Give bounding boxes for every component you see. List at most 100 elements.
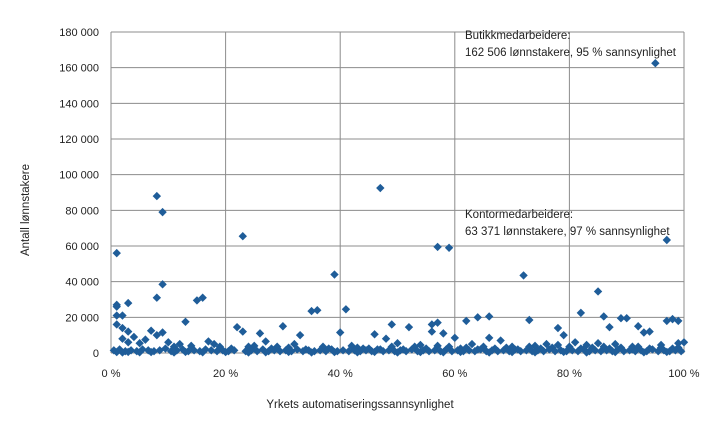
data-point xyxy=(112,302,121,311)
x-tick-label: 80 % xyxy=(557,368,582,380)
data-point xyxy=(602,346,611,355)
data-point xyxy=(416,347,425,357)
data-point xyxy=(118,311,127,320)
data-point xyxy=(270,346,279,355)
data-point xyxy=(275,347,285,356)
data-point xyxy=(189,346,199,355)
data-point xyxy=(499,346,508,355)
data-point xyxy=(361,346,371,355)
data-point xyxy=(284,347,293,357)
x-tick-labels: 0 % 20 % 40 % 60 % 80 % 100 % xyxy=(102,368,700,380)
grid-lines xyxy=(110,31,685,354)
data-point xyxy=(622,314,631,323)
data-point xyxy=(178,345,187,354)
data-point xyxy=(671,346,680,355)
x-tick-label: 0 % xyxy=(102,368,121,380)
data-point xyxy=(654,347,663,356)
data-point xyxy=(656,343,666,352)
y-tick-label: 40 000 xyxy=(65,277,99,289)
data-point xyxy=(659,346,669,355)
data-point xyxy=(553,323,563,333)
data-point xyxy=(212,347,222,356)
data-point xyxy=(484,348,494,357)
data-point xyxy=(516,347,525,356)
data-point xyxy=(588,343,597,352)
data-point xyxy=(378,347,388,356)
annotation-butikk-title: Butikkmedarbeidere: xyxy=(465,30,570,42)
data-point xyxy=(568,346,577,355)
data-point xyxy=(679,338,689,347)
y-tick-label: 100 000 xyxy=(59,170,99,182)
data-point xyxy=(393,338,402,348)
data-point xyxy=(439,348,448,357)
data-point xyxy=(232,322,242,332)
data-point xyxy=(112,320,121,329)
data-point xyxy=(447,347,457,356)
y-tick-label: 180 000 xyxy=(59,27,99,39)
data-point xyxy=(427,327,437,336)
annotation-kontor-title: Kontormedarbeidere: xyxy=(465,209,573,221)
data-point xyxy=(462,316,471,326)
data-point xyxy=(651,58,660,68)
data-point xyxy=(639,348,649,357)
y-tick-label: 20 000 xyxy=(65,312,99,324)
data-point xyxy=(484,312,494,321)
data-point xyxy=(507,347,517,357)
data-point xyxy=(313,306,322,315)
data-point xyxy=(596,347,606,356)
data-point xyxy=(344,347,353,356)
data-point xyxy=(164,338,173,347)
data-point xyxy=(135,348,144,357)
data-point xyxy=(559,347,568,357)
data-point xyxy=(353,348,362,357)
data-point xyxy=(192,296,202,305)
data-point xyxy=(625,346,634,355)
data-point xyxy=(146,347,156,357)
data-point xyxy=(338,346,348,355)
x-tick-label: 20 % xyxy=(213,368,238,380)
data-point xyxy=(381,334,391,343)
data-point xyxy=(221,347,230,357)
data-point xyxy=(590,346,600,355)
data-point xyxy=(181,317,190,326)
data-point xyxy=(496,336,505,345)
data-point xyxy=(336,328,345,337)
data-point xyxy=(123,338,133,347)
x-axis-label: Yrkets automatiseringssannsynlighet xyxy=(266,399,454,411)
y-tick-label: 80 000 xyxy=(65,205,99,217)
data-point xyxy=(542,339,551,349)
data-point xyxy=(559,330,568,340)
data-point xyxy=(158,280,167,289)
data-point xyxy=(370,330,379,339)
data-point xyxy=(668,314,677,324)
data-point xyxy=(674,338,683,348)
data-point xyxy=(593,338,603,348)
y-tick-label: 0 xyxy=(93,348,99,360)
data-point xyxy=(662,347,672,357)
data-point xyxy=(152,191,162,201)
data-point xyxy=(141,335,150,344)
x-tick-label: 60 % xyxy=(442,368,467,380)
data-point xyxy=(238,327,247,336)
data-point xyxy=(261,348,270,357)
data-point xyxy=(430,346,439,355)
data-point xyxy=(633,322,643,331)
y-tick-label: 120 000 xyxy=(59,134,99,146)
data-point xyxy=(605,322,614,332)
data-point xyxy=(393,348,402,357)
data-point xyxy=(570,338,580,347)
data-point xyxy=(582,348,591,357)
data-point xyxy=(112,347,121,357)
data-point xyxy=(387,320,396,329)
data-point xyxy=(261,337,270,346)
data-point xyxy=(298,347,308,356)
data-point xyxy=(341,305,351,314)
data-point xyxy=(545,345,554,354)
data-point xyxy=(229,346,239,355)
data-point xyxy=(376,183,385,193)
data-point xyxy=(129,332,139,342)
data-point xyxy=(112,311,121,320)
data-point xyxy=(307,348,316,357)
annotation-kontor-detail: 63 371 lønnstakere, 97 % sannsynlighet xyxy=(465,226,670,238)
